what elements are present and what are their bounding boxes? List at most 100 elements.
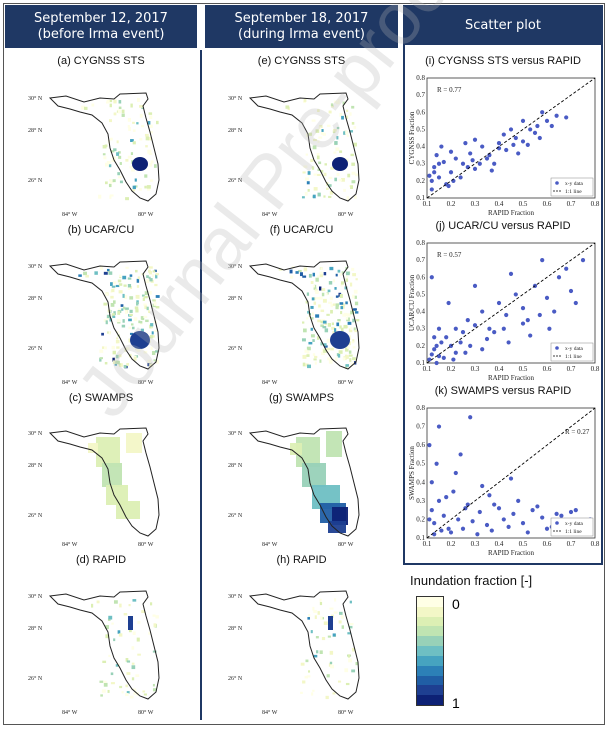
scatter-point xyxy=(458,175,463,180)
inundation-cell xyxy=(355,319,360,322)
inundation-cell xyxy=(317,192,321,197)
scatter-point xyxy=(489,168,494,173)
inundation-cell xyxy=(136,122,139,125)
lat-tick-label: 28° N xyxy=(228,127,243,134)
scatter-point xyxy=(434,153,439,158)
inundation-cell xyxy=(121,691,124,694)
inundation-cell xyxy=(126,363,130,366)
inundation-cell xyxy=(107,689,110,693)
scatter-point xyxy=(446,300,451,306)
scatter-point xyxy=(475,532,480,537)
scatter-point xyxy=(525,530,530,535)
inundation-cell xyxy=(132,185,136,190)
inundation-cell xyxy=(332,692,336,695)
inundation-cell xyxy=(133,356,137,361)
inundation-cell xyxy=(142,690,146,693)
inundation-cell xyxy=(352,339,355,343)
inundation-cell xyxy=(319,650,323,655)
inundation-cell xyxy=(310,305,314,309)
legend-label: 1:1 line xyxy=(565,354,582,360)
scatter-point xyxy=(573,508,578,513)
inundation-cell xyxy=(110,180,114,183)
lat-tick-label: 30° N xyxy=(228,263,243,270)
legend-label: 1:1 line xyxy=(565,189,582,195)
scatter-point xyxy=(513,135,518,141)
scatter-point xyxy=(453,350,458,355)
inundation-cell xyxy=(329,296,333,301)
scatter-point xyxy=(540,258,545,263)
inundation-cell xyxy=(318,304,321,308)
y-tick-label: 0.1 xyxy=(416,359,425,367)
inundation-cell xyxy=(330,103,334,107)
x-tick-label: 0.4 xyxy=(495,200,504,208)
inundation-cell xyxy=(352,318,355,323)
x-tick-label: 0.1 xyxy=(423,365,432,373)
inundation-cell xyxy=(125,266,129,269)
inundation-cell xyxy=(125,158,129,162)
inundation-cell xyxy=(331,326,336,330)
legend-marker xyxy=(555,181,559,185)
panel-title: (c) SWAMPS xyxy=(68,392,134,404)
inundation-cell xyxy=(305,153,308,156)
inundation-cell xyxy=(313,358,317,361)
inundation-cell xyxy=(329,266,334,271)
inundation-cell xyxy=(147,121,151,125)
inundation-cell xyxy=(307,617,311,620)
inundation-cell xyxy=(155,295,160,298)
scatter-point xyxy=(511,142,516,147)
inundation-cell xyxy=(323,621,328,625)
inundation-cell xyxy=(341,625,344,629)
inundation-cell xyxy=(340,615,344,619)
inundation-cell xyxy=(105,293,109,296)
inundation-cell xyxy=(285,105,290,109)
y-axis-label: UCAR/CU Fraction xyxy=(408,274,416,331)
inundation-cell xyxy=(352,294,355,299)
legend-box xyxy=(550,342,594,362)
scatter-point xyxy=(432,347,437,352)
inundation-cell xyxy=(113,112,117,116)
inundation-cell xyxy=(111,288,115,293)
lat-tick-label: 26° N xyxy=(28,177,43,184)
inundation-cell xyxy=(122,306,126,310)
inundation-cell xyxy=(318,161,322,165)
inundation-cell xyxy=(130,152,134,156)
inundation-cell xyxy=(313,609,317,613)
lat-tick-label: 30° N xyxy=(28,95,43,102)
inundation-cell xyxy=(306,292,310,296)
inundation-cell xyxy=(341,178,345,182)
panel-title: (a) CYGNSS STS xyxy=(57,55,145,67)
colorbar-swatch xyxy=(417,616,443,627)
scatter-point xyxy=(487,493,492,498)
lon-tick-label: 84° W xyxy=(262,379,278,386)
inundation-cell xyxy=(155,273,159,276)
map-rapid-during: 30° N 28° N 26° N 84° W 80° W xyxy=(228,570,378,720)
inundation-cell xyxy=(310,158,314,162)
inundation-cell xyxy=(140,328,144,332)
inundation-cell xyxy=(324,345,328,348)
inundation-cell xyxy=(102,144,107,149)
scatter-point xyxy=(564,115,569,120)
scatter-point xyxy=(496,141,502,146)
inundation-cell xyxy=(147,310,151,314)
inundation-cell xyxy=(116,346,120,349)
inundation-cell xyxy=(328,301,333,304)
scatter-point xyxy=(484,156,490,161)
scatter-point xyxy=(540,515,545,520)
inundation-cell xyxy=(307,364,312,369)
inundation-cell xyxy=(109,103,112,108)
scatter-point xyxy=(432,170,437,175)
scatter-point xyxy=(456,517,461,522)
inundation-cell xyxy=(335,273,338,277)
inundation-cell xyxy=(320,324,324,327)
inundation-cell xyxy=(295,271,299,274)
inundation-cell xyxy=(304,192,308,196)
scatter-point xyxy=(436,498,442,503)
inundation-cell xyxy=(305,659,309,663)
inundation-cell xyxy=(320,169,324,173)
inundation-cell xyxy=(335,101,340,105)
inundation-cell xyxy=(118,633,123,637)
inundation-cell xyxy=(303,98,307,102)
inundation-cell xyxy=(339,325,342,329)
inundation-cell xyxy=(117,311,121,315)
inundation-cell xyxy=(332,330,335,335)
